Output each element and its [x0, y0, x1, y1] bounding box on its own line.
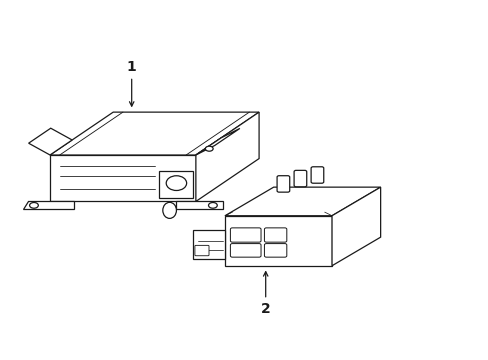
Polygon shape — [29, 128, 72, 155]
Ellipse shape — [166, 176, 186, 190]
Text: 2: 2 — [260, 302, 270, 316]
FancyBboxPatch shape — [230, 228, 261, 242]
Polygon shape — [50, 112, 259, 155]
Ellipse shape — [205, 146, 213, 151]
Polygon shape — [331, 187, 380, 266]
FancyBboxPatch shape — [230, 244, 261, 257]
FancyBboxPatch shape — [264, 244, 286, 257]
Ellipse shape — [208, 203, 217, 208]
FancyBboxPatch shape — [195, 246, 208, 256]
Ellipse shape — [163, 202, 176, 219]
Ellipse shape — [30, 203, 38, 208]
FancyBboxPatch shape — [277, 176, 289, 192]
Polygon shape — [224, 216, 331, 266]
FancyBboxPatch shape — [293, 170, 306, 187]
FancyBboxPatch shape — [310, 167, 323, 183]
Polygon shape — [196, 112, 259, 202]
Polygon shape — [193, 230, 224, 258]
Text: 1: 1 — [126, 60, 136, 75]
Polygon shape — [50, 155, 196, 202]
FancyBboxPatch shape — [264, 228, 286, 242]
Polygon shape — [224, 187, 380, 216]
Polygon shape — [196, 129, 240, 155]
Polygon shape — [176, 202, 222, 209]
Polygon shape — [23, 202, 74, 209]
Polygon shape — [159, 171, 193, 198]
